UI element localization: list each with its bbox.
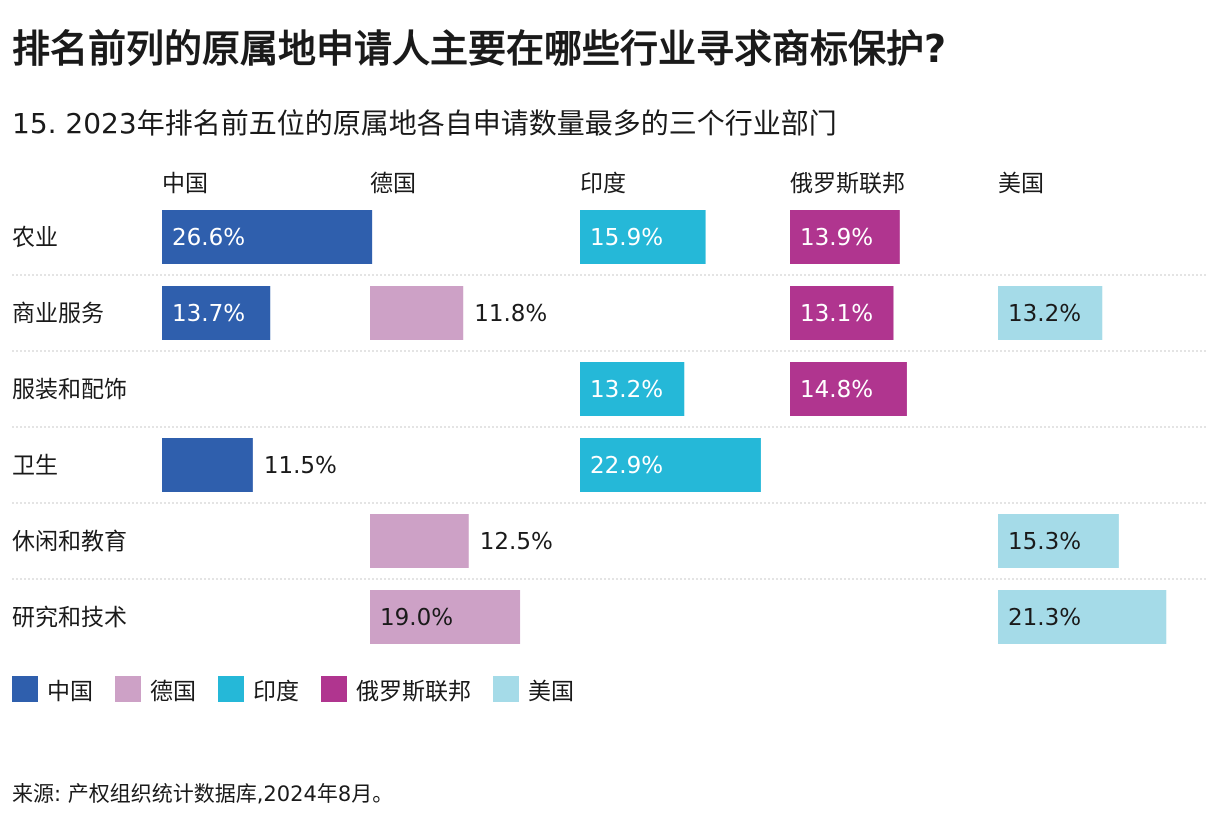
source-note: 来源: 产权组织统计数据库,2024年8月。 xyxy=(12,782,394,806)
column-header-russia: 俄罗斯联邦 xyxy=(790,171,905,197)
bar-usa xyxy=(998,590,1167,644)
data-label-usa: 15.3% xyxy=(1008,529,1081,555)
legend-label-russia: 俄罗斯联邦 xyxy=(356,679,471,705)
data-label-india: 13.2% xyxy=(590,377,663,403)
bar-russia xyxy=(790,362,907,416)
data-label-china: 11.5% xyxy=(264,453,337,479)
bar-india xyxy=(580,210,706,264)
data-label-germany: 12.5% xyxy=(480,529,553,555)
legend-item-india: 印度 xyxy=(218,672,299,706)
bar-india xyxy=(580,362,685,416)
bar-russia xyxy=(790,210,900,264)
legend-item-russia: 俄罗斯联邦 xyxy=(321,672,471,706)
row-label: 休闲和教育 xyxy=(12,529,127,555)
data-label-russia: 14.8% xyxy=(800,377,873,403)
legend-item-usa: 美国 xyxy=(493,672,574,706)
row-label: 商业服务 xyxy=(12,301,104,327)
legend: 中国 德国 印度 俄罗斯联邦 美国 xyxy=(12,672,596,706)
legend-item-china: 中国 xyxy=(12,672,93,706)
data-label-germany: 11.8% xyxy=(474,301,547,327)
data-label-usa: 13.2% xyxy=(1008,301,1081,327)
data-label-china: 26.6% xyxy=(172,225,245,251)
bar-usa xyxy=(998,514,1119,568)
legend-swatch-china xyxy=(12,676,38,702)
data-label-china: 13.7% xyxy=(172,301,245,327)
bar-germany xyxy=(370,590,521,644)
legend-item-germany: 德国 xyxy=(115,672,196,706)
row-label: 服装和配饰 xyxy=(12,377,127,403)
bar-germany xyxy=(370,286,464,340)
legend-swatch-germany xyxy=(115,676,141,702)
data-label-russia: 13.9% xyxy=(800,225,873,251)
column-header-usa: 美国 xyxy=(998,171,1044,197)
bar-china xyxy=(162,438,253,492)
data-label-india: 22.9% xyxy=(590,453,663,479)
chart-headline: 排名前列的原属地申请人主要在哪些行业寻求商标保护? xyxy=(12,27,947,71)
row-label: 农业 xyxy=(12,225,58,251)
data-label-usa: 21.3% xyxy=(1008,605,1081,631)
legend-swatch-usa xyxy=(493,676,519,702)
data-label-germany: 19.0% xyxy=(380,605,453,631)
data-label-russia: 13.1% xyxy=(800,301,873,327)
data-label-india: 15.9% xyxy=(590,225,663,251)
legend-label-india: 印度 xyxy=(253,679,299,705)
bar-usa xyxy=(998,286,1103,340)
column-header-india: 印度 xyxy=(580,171,626,197)
legend-swatch-india xyxy=(218,676,244,702)
legend-label-china: 中国 xyxy=(47,679,93,705)
column-header-china: 中国 xyxy=(162,171,208,197)
legend-label-usa: 美国 xyxy=(528,679,574,705)
bar-china xyxy=(162,210,373,264)
legend-label-germany: 德国 xyxy=(150,679,196,705)
row-label: 研究和技术 xyxy=(12,605,127,631)
column-header-germany: 德国 xyxy=(370,171,416,197)
bar-china xyxy=(162,286,271,340)
row-label: 卫生 xyxy=(12,453,58,479)
chart-title: 15. 2023年排名前五位的原属地各自申请数量最多的三个行业部门 xyxy=(12,107,837,140)
bar-russia xyxy=(790,286,894,340)
bar-india xyxy=(580,438,761,492)
bar-germany xyxy=(370,514,469,568)
legend-swatch-russia xyxy=(321,676,347,702)
